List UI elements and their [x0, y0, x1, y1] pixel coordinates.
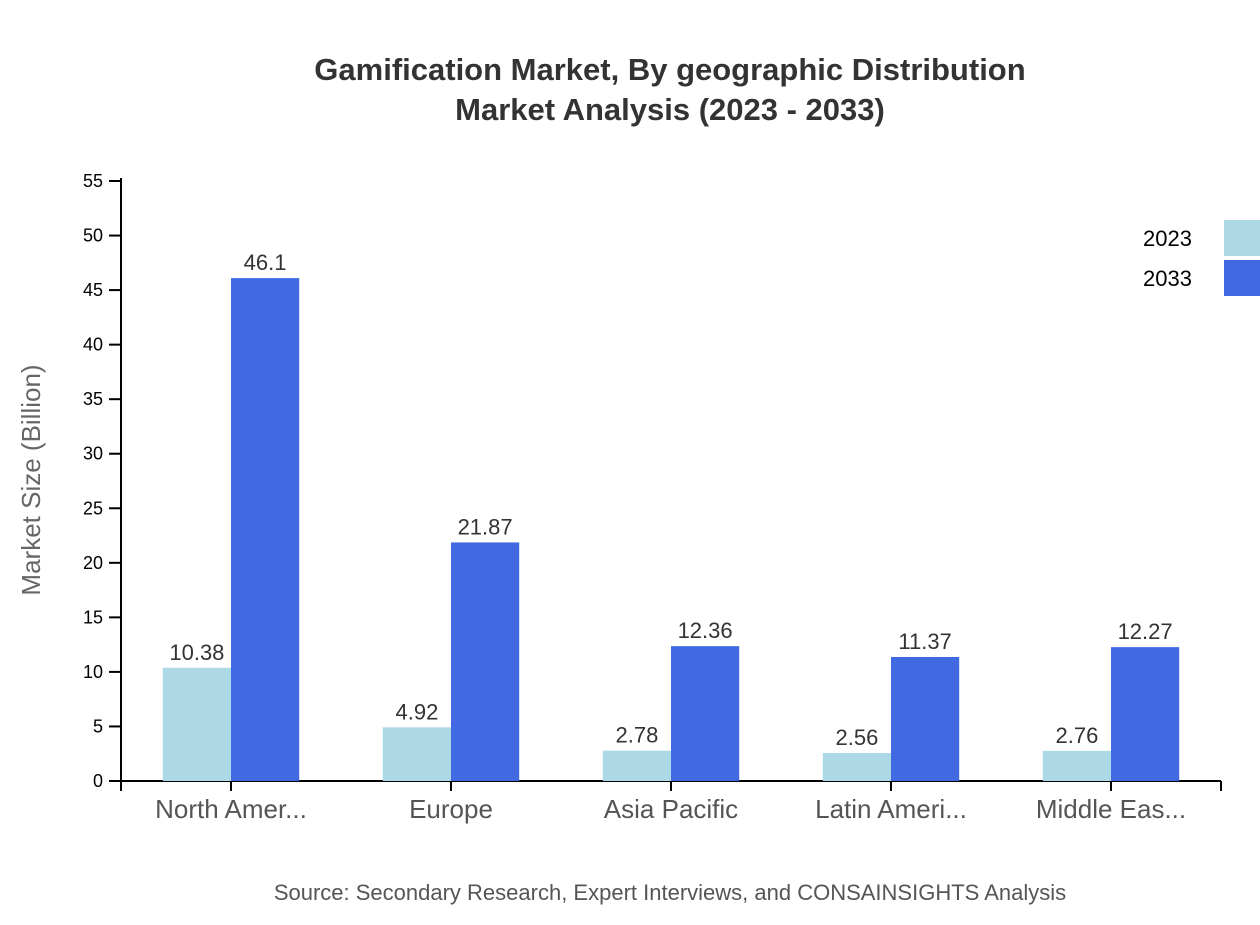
source-note: Source: Secondary Research, Expert Inter… — [274, 880, 1066, 905]
data-label: 2.78 — [615, 723, 658, 748]
y-tick-label: 40 — [83, 335, 103, 355]
y-axis-label: Market Size (Billion) — [16, 364, 46, 595]
y-axis: 0 5 10 15 20 25 30 35 40 45 50 55 — [83, 171, 122, 791]
bar-2023[interactable] — [162, 667, 231, 781]
y-tick-label: 50 — [83, 226, 103, 246]
y-tick-label: 5 — [93, 716, 103, 736]
legend-swatch — [1224, 220, 1260, 256]
y-tick-label: 25 — [83, 498, 103, 518]
bar-2033[interactable] — [891, 656, 960, 781]
bar-2023[interactable] — [382, 727, 451, 781]
legend-label: 2023 — [1143, 226, 1192, 251]
data-label: 4.92 — [395, 699, 438, 724]
x-tick-label: North Amer... — [155, 794, 307, 824]
data-label: 2.56 — [835, 725, 878, 750]
bar-2023[interactable] — [1042, 750, 1111, 781]
y-tick-label: 35 — [83, 389, 103, 409]
y-tick-label: 15 — [83, 607, 103, 627]
data-label: 11.37 — [898, 629, 951, 654]
data-label: 21.87 — [458, 514, 513, 539]
chart-subtitle: Market Analysis (2023 - 2033) — [455, 92, 885, 127]
chart-title: Gamification Market, By geographic Distr… — [314, 52, 1025, 87]
bar-2033[interactable] — [231, 278, 300, 781]
data-label: 12.27 — [1118, 619, 1173, 644]
bars-group: 10.38 46.1 4.92 21.87 2.78 12.36 2.56 11.37 2.76… — [162, 250, 1180, 781]
legend: 2023 2033 — [1143, 220, 1260, 296]
y-tick-label: 0 — [93, 771, 103, 791]
bar-2033[interactable] — [1111, 647, 1180, 781]
legend-swatch — [1224, 260, 1260, 296]
x-tick-label: Latin Ameri... — [815, 794, 967, 824]
x-axis: North Amer... Europe Asia Pacific Latin Ame… — [120, 780, 1222, 824]
legend-label: 2033 — [1143, 266, 1192, 291]
x-tick-label: Middle Eas... — [1036, 794, 1186, 824]
y-tick-label: 10 — [83, 662, 103, 682]
data-label: 10.38 — [169, 640, 224, 665]
y-tick-label: 55 — [83, 171, 103, 191]
data-label: 2.76 — [1055, 723, 1098, 748]
data-label: 46.1 — [244, 250, 287, 275]
bar-2023[interactable] — [602, 750, 671, 781]
bar-2033[interactable] — [451, 542, 520, 781]
x-tick-label: Asia Pacific — [604, 794, 738, 824]
y-tick-label: 45 — [83, 280, 103, 300]
bar-2033[interactable] — [671, 646, 740, 781]
y-tick-label: 20 — [83, 553, 103, 573]
data-label: 12.36 — [678, 618, 733, 643]
x-tick-label: Europe — [409, 794, 493, 824]
bar-2023[interactable] — [822, 753, 891, 781]
y-tick-label: 30 — [83, 444, 103, 464]
